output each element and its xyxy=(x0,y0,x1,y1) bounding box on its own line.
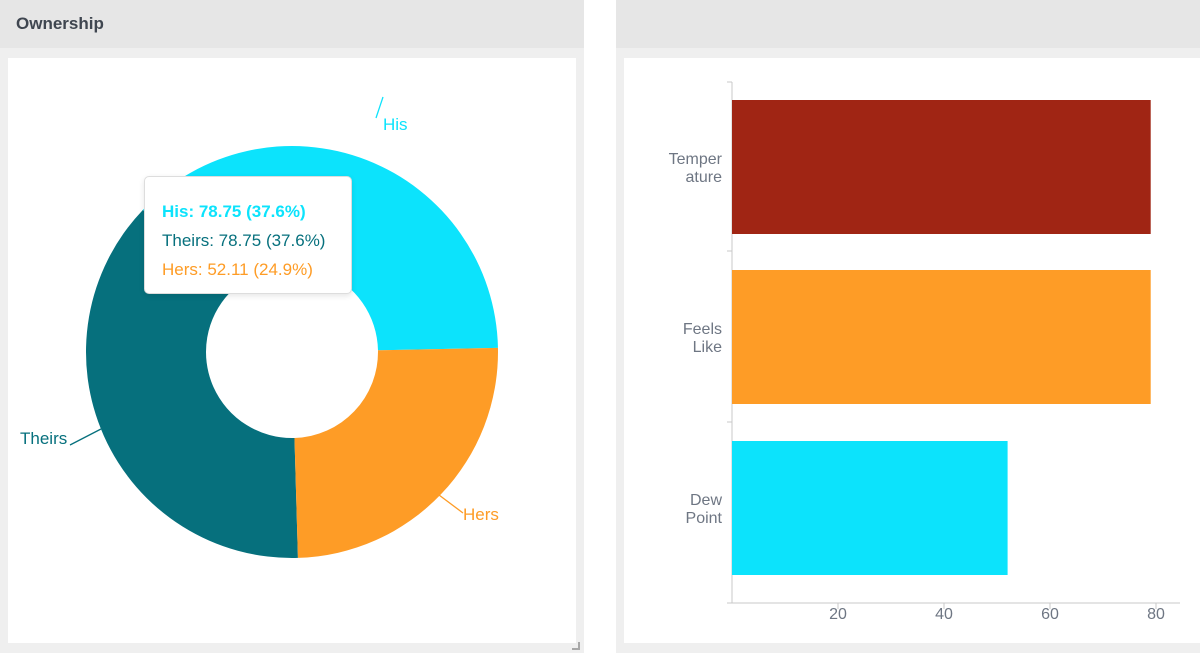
tooltip-his-line: His: 78.75 (37.6%) xyxy=(162,202,306,221)
bar-chart: Temper ature Feels Like Dew Point 20 40 60 80 xyxy=(669,81,1180,623)
donut-label-hers-leader xyxy=(438,494,464,514)
donut-label-his-leader xyxy=(375,96,384,119)
donut-label-his: His xyxy=(383,115,408,134)
x-tick-label: 20 xyxy=(829,606,847,623)
donut-label-theirs: Theirs xyxy=(20,429,67,448)
donut-segment-hers[interactable] xyxy=(294,347,498,558)
donut-chart-area: His Theirs Hers His: 78.75 (37.6%) Theirs:… xyxy=(8,58,576,643)
donut-chart: His Theirs Hers xyxy=(20,96,499,559)
resize-handle-icon[interactable] xyxy=(572,642,580,650)
donut-label-hers: Hers xyxy=(463,505,499,524)
tooltip-hers-line: Hers: 52.11 (24.9%) xyxy=(162,260,313,279)
ownership-panel: Ownership His Theirs Hers His: 78.75 (37.6… xyxy=(0,0,584,653)
chart-tooltip: His: 78.75 (37.6%) Theirs: 78.75 (37.6%)… xyxy=(144,176,352,294)
donut-label-theirs-leader xyxy=(69,428,102,446)
ownership-panel-title: Ownership xyxy=(0,0,584,48)
x-tick-label: 40 xyxy=(935,606,953,623)
bar-dewpoint[interactable] xyxy=(732,441,1008,575)
tooltip-theirs-line: Theirs: 78.75 (37.6%) xyxy=(162,231,326,250)
x-tick-label: 60 xyxy=(1041,606,1059,623)
y-tick-label: Feels Like xyxy=(683,321,722,356)
weather-panel: Temper ature Feels Like Dew Point 20 40 60 80 xyxy=(616,0,1200,653)
y-tick-label: Dew Point xyxy=(686,492,723,527)
x-tick-label: 80 xyxy=(1147,606,1165,623)
bar-feelslike[interactable] xyxy=(732,270,1151,404)
bar-temperature[interactable] xyxy=(732,100,1151,234)
weather-panel-title xyxy=(616,0,1200,48)
donut-segment-theirs[interactable] xyxy=(86,209,298,559)
y-tick-label: Temper ature xyxy=(669,151,723,186)
bar-chart-area: Temper ature Feels Like Dew Point 20 40 60 80 xyxy=(624,58,1200,643)
